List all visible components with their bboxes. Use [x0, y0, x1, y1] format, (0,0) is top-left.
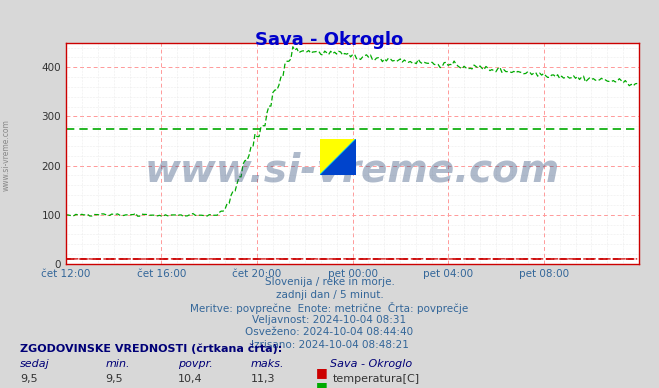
Text: Sava - Okroglo: Sava - Okroglo — [330, 359, 412, 369]
Text: min.: min. — [105, 359, 130, 369]
Text: temperatura[C]: temperatura[C] — [333, 374, 420, 384]
Text: povpr.: povpr. — [178, 359, 213, 369]
Text: Sava - Okroglo: Sava - Okroglo — [256, 31, 403, 49]
Text: Slovenija / reke in morje.: Slovenija / reke in morje. — [264, 277, 395, 288]
Text: zadnji dan / 5 minut.: zadnji dan / 5 minut. — [275, 290, 384, 300]
Text: 10,4: 10,4 — [178, 374, 202, 384]
Text: maks.: maks. — [250, 359, 284, 369]
Text: 9,5: 9,5 — [20, 374, 38, 384]
Text: Veljavnost: 2024-10-04 08:31: Veljavnost: 2024-10-04 08:31 — [252, 315, 407, 325]
Polygon shape — [320, 139, 356, 175]
Text: Izrisano: 2024-10-04 08:48:21: Izrisano: 2024-10-04 08:48:21 — [250, 340, 409, 350]
Text: Meritve: povprečne  Enote: metrične  Črta: povprečje: Meritve: povprečne Enote: metrične Črta:… — [190, 302, 469, 314]
Text: www.si-vreme.com: www.si-vreme.com — [145, 152, 560, 190]
Text: ■: ■ — [316, 365, 328, 379]
Text: 9,5: 9,5 — [105, 374, 123, 384]
Text: ZGODOVINSKE VREDNOSTI (črtkana črta):: ZGODOVINSKE VREDNOSTI (črtkana črta): — [20, 343, 282, 354]
Polygon shape — [320, 139, 356, 175]
Text: www.si-vreme.com: www.si-vreme.com — [2, 119, 11, 191]
Polygon shape — [320, 139, 356, 175]
Text: 11,3: 11,3 — [250, 374, 275, 384]
Text: sedaj: sedaj — [20, 359, 49, 369]
Text: ■: ■ — [316, 380, 328, 388]
Text: Osveženo: 2024-10-04 08:44:40: Osveženo: 2024-10-04 08:44:40 — [245, 327, 414, 337]
